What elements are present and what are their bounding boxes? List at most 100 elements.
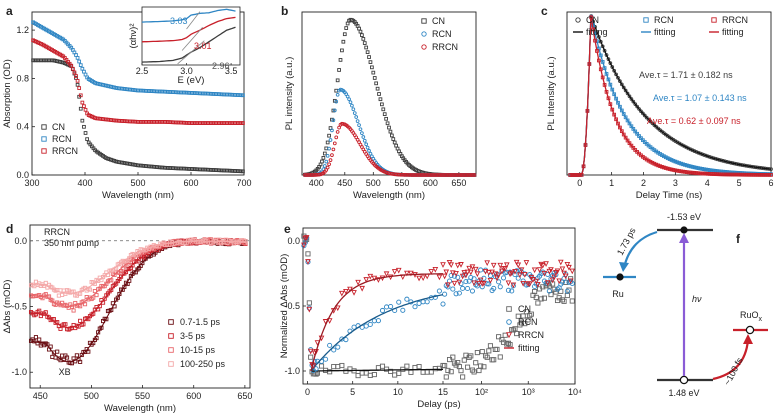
panel-e-point-RRCN: [549, 277, 556, 284]
panel-e-point-RRCN: [464, 269, 471, 276]
panel-c-x-tick-label: 6: [768, 178, 773, 188]
panel-e-point-RRCN: [503, 262, 510, 269]
panel-d-point: [60, 353, 65, 358]
panel-e-point-RRCN: [355, 279, 361, 286]
panel-e-point-RRCN: [443, 269, 450, 276]
panel-e-point-RCN: [445, 284, 451, 290]
panel-e-point-RRCN: [467, 269, 474, 276]
panel-d-point: [37, 337, 42, 342]
panel-d-point: [94, 293, 99, 298]
panel-d-point: [86, 349, 91, 354]
panel-d-point: [60, 292, 65, 297]
panel-e-point-RCN: [404, 296, 410, 302]
panel-a-x-tick-label: 600: [183, 178, 198, 188]
panel-a-point-RRCN: [83, 107, 88, 112]
panel-e-x-tick-label: 10: [393, 387, 403, 397]
panel-d-legend-entry: 100-250 ps: [180, 359, 226, 369]
panel-d-point: [78, 318, 83, 323]
panel-c-legend-entry: fitting: [722, 27, 744, 37]
panel-b-x-tick-label: 600: [423, 178, 438, 188]
inset-tick-label: 3.0: [180, 66, 193, 76]
electron-transfer-time: 1.73 ps: [615, 226, 638, 257]
panel-b-point-RCN: [364, 142, 369, 147]
panel-e-point-RRCN: [495, 272, 502, 279]
panel-c-point-CN: [614, 72, 618, 77]
panel-d-x-tick-label: 450: [33, 391, 48, 401]
panel-c-x-tick-label: 2: [641, 178, 646, 188]
panel-e-point-CN: [523, 309, 529, 315]
panel-b-x-tick-label: 500: [366, 178, 381, 188]
panel-e-point-CN: [541, 295, 547, 301]
panel-b-point-CN: [378, 97, 383, 102]
panel-e-label: e: [284, 222, 291, 236]
panel-d-title: RRCN: [44, 227, 70, 237]
panel-d-point: [48, 344, 53, 349]
panel-c-point-RCN: [633, 129, 638, 134]
panel-a-x-tick-label: 500: [130, 178, 145, 188]
panel-e-point-RRCN: [536, 267, 543, 273]
panel-e-point-CN: [460, 374, 466, 380]
panel-e-point-RRCN: [510, 282, 517, 289]
panel-b-point-RCN: [351, 107, 356, 112]
panel-d-point: [33, 279, 38, 284]
panel-c-point-RCN: [625, 118, 630, 123]
panel-a-legend-marker: [41, 148, 47, 154]
panel-a-y-tick-label: 1.2: [16, 25, 29, 35]
panel-e-point-CN: [305, 251, 311, 257]
panel-c-x-tick-label: 3: [673, 178, 678, 188]
panel-c-point-RCN: [631, 127, 636, 131]
panel-e-point-RCN: [442, 291, 448, 297]
panel-c-xlabel: Delay Time (ns): [636, 190, 703, 201]
panel-e-point-CN: [359, 370, 365, 376]
panel-e-point-RRCN: [440, 262, 446, 268]
panel-e-point-RCN: [367, 321, 373, 328]
panel-b-point-CN: [382, 112, 387, 116]
panel-e-x-tick-label: 5: [350, 387, 355, 397]
panel-a-legend-RRCN: RRCN: [52, 146, 78, 156]
panel-d-point: [99, 325, 104, 330]
panel-e-point-CN: [436, 365, 442, 371]
panel-e-point-RCN: [479, 284, 485, 290]
panel-b-point-RRCN: [337, 125, 341, 130]
panel-d-point: [83, 302, 88, 307]
panel-e-point-RRCN: [502, 266, 508, 272]
panel-e-point-CN: [512, 326, 518, 332]
panel-d-point: [91, 295, 96, 300]
panel-c-point-CN: [641, 111, 645, 116]
panel-b-point-CN: [364, 45, 369, 50]
panel-e-point-RRCN: [485, 270, 492, 276]
panel-c-label: c: [541, 4, 548, 18]
panel-e-point-RRCN: [520, 280, 526, 287]
panel-a-point-RRCN: [74, 74, 78, 78]
panel-b-point-RCN: [322, 164, 327, 168]
panel-e-point-RCN: [388, 303, 394, 310]
panel-b-point-RRCN: [471, 173, 475, 177]
panel-e-point-CN: [331, 364, 337, 370]
panel-b-point-CN: [377, 92, 381, 96]
panel-b-point-CN: [362, 41, 367, 45]
panel-e-point-CN: [535, 300, 541, 306]
panel-c-point-RRCN: [627, 141, 632, 146]
panel-e-point-RCN: [505, 287, 511, 293]
panel-c-legend-entry: CN: [586, 15, 599, 25]
panel-d-point: [140, 261, 145, 266]
panel-e-point-RCN: [468, 274, 474, 281]
panel-e-point-RCN: [455, 274, 461, 280]
panel-b-point-CN: [320, 159, 324, 164]
panel-e-x-tick-label: 10²: [475, 387, 488, 397]
panel-b-ylabel: PL intensity (a.u.): [284, 57, 295, 131]
panel-b-point-RCN: [335, 92, 340, 97]
panel-e-point-RRCN: [490, 262, 497, 269]
panel-c-point-CN: [646, 117, 651, 122]
panel-e-point-RRCN: [391, 269, 398, 275]
panel-c-legend-marker: [711, 17, 717, 23]
panel-e-point-RRCN: [306, 306, 313, 313]
panel-d-y-tick-label: 0.0: [14, 236, 27, 246]
panel-a-legend-RCN: RCN: [52, 134, 72, 144]
panel-e-point-CN: [559, 297, 565, 303]
inset-tick-label: 2.5: [136, 66, 149, 76]
panel-e-point-RRCN: [567, 278, 574, 285]
panel-c-point-RRCN: [629, 143, 634, 148]
panel-b-point-CN: [335, 78, 340, 83]
inset-curve-RRCN: [141, 16, 236, 43]
